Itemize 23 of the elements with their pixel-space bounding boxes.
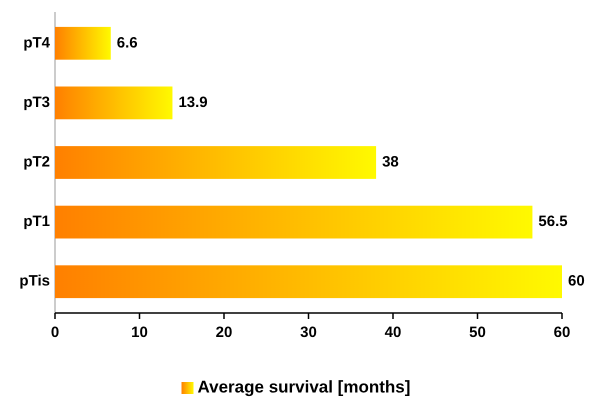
x-tick-label: 40 [384,324,402,341]
bar [55,86,172,120]
y-tick-label: pT4 [23,34,51,52]
data-label: 38 [382,153,399,170]
x-tick-label: 20 [216,324,232,341]
y-tick-label: pT2 [23,153,50,170]
data-label: 13.9 [178,94,208,111]
y-tick-label: pTis [19,272,50,290]
data-label: 56.5 [538,213,568,230]
x-tick-label: 60 [554,324,570,341]
y-tick-label: pT3 [23,94,50,111]
data-label: 6.6 [116,34,138,52]
x-tick-label: 0 [50,324,60,341]
x-tick-label: 30 [300,324,317,341]
bar [55,146,376,179]
legend-label: Average survival [months] [198,377,410,396]
bar [55,26,111,60]
y-tick-label: pT1 [23,213,50,230]
data-label: 60 [568,272,585,290]
bar [55,265,562,298]
x-tick-label: 10 [131,324,148,341]
bar [55,206,532,238]
x-tick-label: 50 [469,324,486,341]
